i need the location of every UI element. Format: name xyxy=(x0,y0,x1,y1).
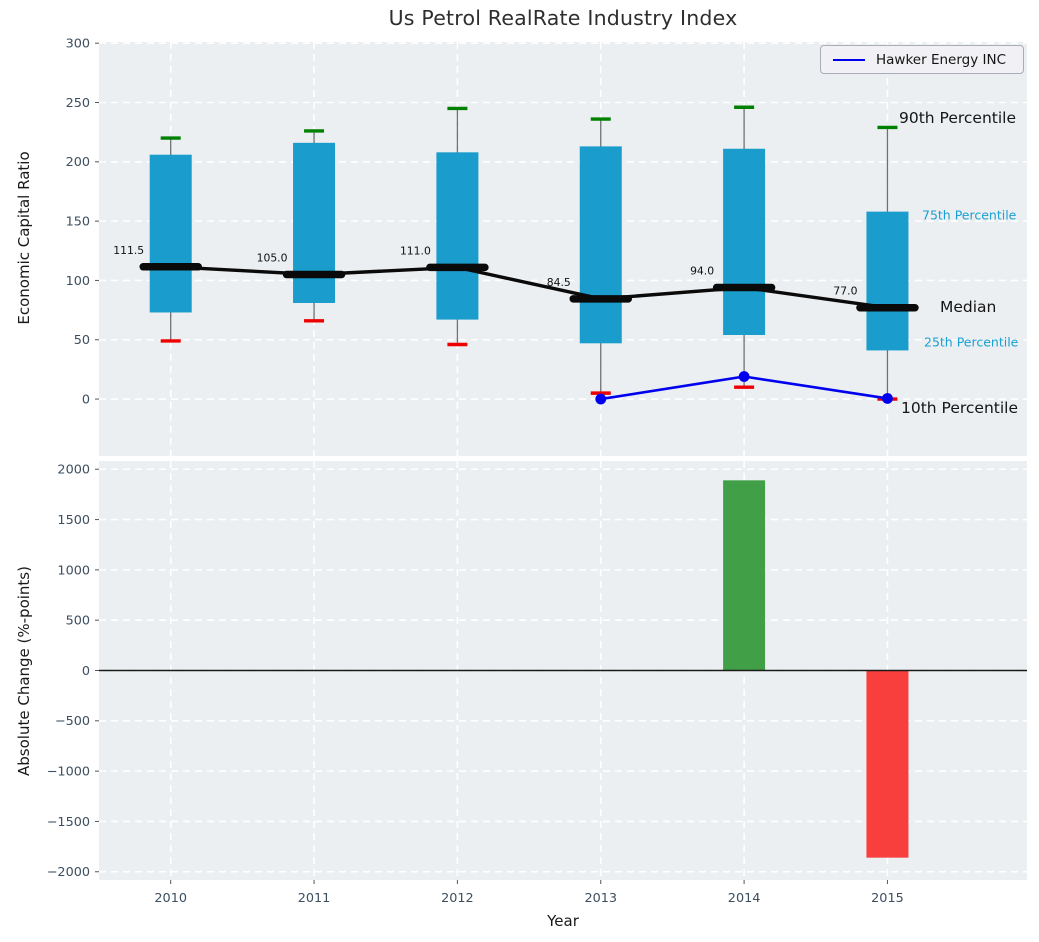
median-value-label-2012: 111.0 xyxy=(400,244,431,257)
median-value-label-2014: 94.0 xyxy=(690,265,714,278)
company-point-2015 xyxy=(882,393,893,404)
bottom-y-tick-label: −1500 xyxy=(47,815,90,830)
chart-title: Us Petrol RealRate Industry Index xyxy=(388,6,738,30)
legend: Hawker Energy INC xyxy=(820,45,1024,74)
company-point-2013 xyxy=(595,393,607,405)
annotation-10th-percentile: 10th Percentile xyxy=(901,399,1019,417)
x-tick-label: 2011 xyxy=(298,891,331,906)
company-point-2014 xyxy=(738,371,750,382)
legend-line-sample xyxy=(833,58,865,61)
top-y-tick-label: 200 xyxy=(66,155,90,170)
x-tick-label: 2012 xyxy=(441,891,474,906)
top-y-axis-label: Economic Capital Ratio xyxy=(15,151,33,325)
annotation-25th-percentile: 25th Percentile xyxy=(924,334,1019,350)
box-2011 xyxy=(293,142,336,303)
box-2015 xyxy=(866,211,909,351)
x-tick-label: 2010 xyxy=(154,891,187,906)
x-tick-label: 2013 xyxy=(584,891,617,906)
top-y-tick-label: 0 xyxy=(82,392,90,407)
change-bar-2015 xyxy=(866,670,909,858)
bottom-y-tick-label: −500 xyxy=(55,714,90,729)
annotation-median: Median xyxy=(940,298,997,316)
top-y-tick-label: 250 xyxy=(66,96,90,111)
bottom-y-axis-label: Absolute Change (%-points) xyxy=(15,566,33,776)
bottom-y-tick-label: 0 xyxy=(82,664,90,679)
median-value-label-2013: 84.5 xyxy=(547,276,571,289)
change-bar-2014 xyxy=(723,480,766,671)
bottom-y-tick-label: 1500 xyxy=(57,513,90,528)
annotation-90th-percentile: 90th Percentile xyxy=(899,109,1017,127)
top-y-tick-label: 50 xyxy=(74,333,90,348)
x-tick-label: 2015 xyxy=(871,891,904,906)
box-2012 xyxy=(436,152,479,320)
x-axis-label: Year xyxy=(547,912,579,930)
top-y-tick-label: 150 xyxy=(66,215,90,230)
bottom-y-tick-label: 2000 xyxy=(57,463,90,478)
bottom-y-tick-label: −2000 xyxy=(47,865,90,880)
bottom-y-tick-label: 1000 xyxy=(57,563,90,578)
legend-label: Hawker Energy INC xyxy=(876,51,1007,68)
annotation-75th-percentile: 75th Percentile xyxy=(922,207,1017,223)
bottom-y-tick-label: −1000 xyxy=(47,765,90,780)
x-tick-label: 2014 xyxy=(728,891,761,906)
median-value-label-2015: 77.0 xyxy=(833,285,857,298)
median-value-label-2010: 111.5 xyxy=(113,244,144,257)
median-value-label-2011: 105.0 xyxy=(257,252,288,265)
box-2010 xyxy=(149,154,192,313)
box-2014 xyxy=(723,148,766,336)
bottom-y-tick-label: 500 xyxy=(66,614,90,629)
top-y-tick-label: 100 xyxy=(66,274,90,289)
box-2013 xyxy=(579,146,622,344)
top-y-tick-label: 300 xyxy=(66,37,90,52)
